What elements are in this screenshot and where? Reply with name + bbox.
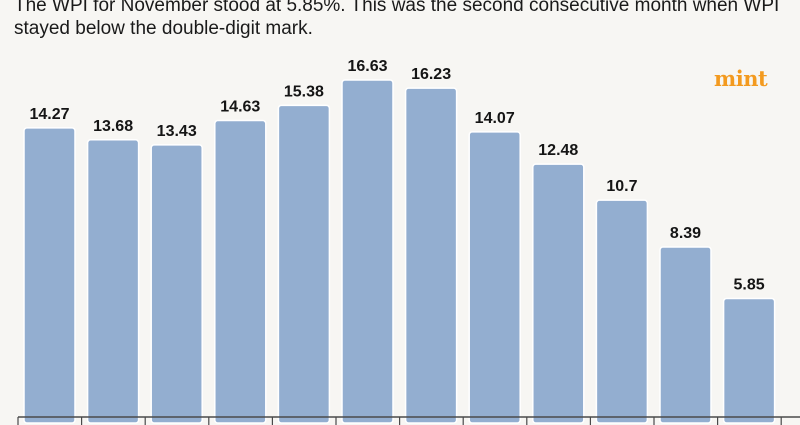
bar-8 xyxy=(468,131,521,424)
bar-value-label-1: 14.27 xyxy=(29,106,69,123)
bar-value-label-5: 15.38 xyxy=(284,83,324,100)
bar-5 xyxy=(277,104,331,424)
bar-value-label-7: 16.23 xyxy=(411,66,451,83)
bar-value-label-3: 13.43 xyxy=(157,123,197,140)
bar-12 xyxy=(722,297,776,424)
bar-10 xyxy=(595,199,649,424)
bar-11 xyxy=(659,246,712,424)
bar-value-label-6: 16.63 xyxy=(347,58,387,75)
bar-9 xyxy=(532,163,585,424)
bar-value-label-9: 12.48 xyxy=(538,142,578,159)
bar-value-label-10: 10.7 xyxy=(606,178,637,195)
chart-subtitle: The WPI for November stood at 5.85%. Thi… xyxy=(14,0,780,39)
bar-value-label-11: 8.39 xyxy=(670,225,701,242)
bar-2 xyxy=(86,139,140,424)
bar-value-label-4: 14.63 xyxy=(220,99,260,116)
bar-6 xyxy=(341,79,394,424)
bar-3 xyxy=(150,144,203,424)
bar-4 xyxy=(214,119,267,424)
bar-value-label-12: 5.85 xyxy=(734,276,765,293)
bar-7 xyxy=(404,87,458,424)
mint-logo: mint xyxy=(714,66,768,91)
bar-value-label-8: 14.07 xyxy=(475,110,515,127)
bar-1 xyxy=(23,127,76,424)
bar-value-label-2: 13.68 xyxy=(93,118,133,135)
